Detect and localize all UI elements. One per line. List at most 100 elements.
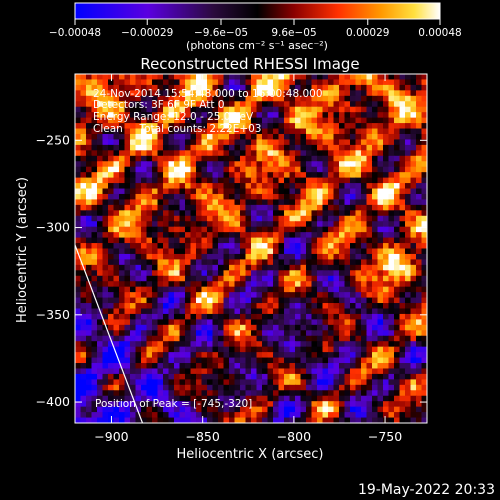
heatmap-cell [201, 384, 208, 391]
heatmap-cell [394, 412, 401, 419]
heatmap-cell [108, 303, 115, 310]
heatmap-cell [273, 363, 280, 370]
heatmap-cell [399, 401, 406, 408]
heatmap-cell [108, 384, 115, 391]
heatmap-cell [207, 84, 214, 91]
heatmap-cell [229, 253, 236, 260]
heatmap-cell [410, 412, 417, 419]
heatmap-cell [333, 166, 340, 173]
heatmap-cell [377, 319, 384, 326]
heatmap-cell [416, 253, 423, 260]
heatmap-cell [168, 90, 175, 97]
heatmap-cell [339, 324, 346, 331]
heatmap-cell [350, 275, 357, 282]
heatmap-cell [157, 286, 164, 293]
heatmap-cell [399, 303, 406, 310]
heatmap-cell [168, 264, 175, 271]
heatmap-cell [108, 308, 115, 315]
heatmap-cell [212, 379, 219, 386]
heatmap-cell [130, 79, 137, 86]
heatmap-cell [322, 401, 329, 408]
heatmap-cell [394, 117, 401, 124]
heatmap-cell [124, 264, 131, 271]
heatmap-cell [179, 183, 186, 190]
heatmap-cell [190, 210, 197, 217]
heatmap-cell [141, 79, 148, 86]
heatmap-cell [416, 144, 423, 151]
heatmap-cell [86, 106, 93, 113]
heatmap-cell [262, 352, 269, 359]
heatmap-cell [91, 112, 98, 119]
heatmap-cell [102, 357, 109, 364]
heatmap-cell [256, 286, 263, 293]
heatmap-cell [102, 199, 109, 206]
heatmap-cell [328, 139, 335, 146]
heatmap-cell [256, 95, 263, 102]
heatmap-cell [91, 150, 98, 157]
heatmap-cell [284, 352, 291, 359]
heatmap-cell [201, 373, 208, 380]
heatmap-cell [207, 95, 214, 102]
heatmap-cell [135, 275, 142, 282]
heatmap-cell [317, 101, 324, 108]
heatmap-cell [141, 101, 148, 108]
heatmap-cell [251, 368, 258, 375]
heatmap-cell [399, 95, 406, 102]
heatmap-cell [97, 112, 104, 119]
heatmap-cell [300, 286, 307, 293]
heatmap-cell [311, 232, 318, 239]
heatmap-cell [185, 133, 192, 141]
heatmap-cell [234, 204, 241, 211]
heatmap-cell [135, 286, 142, 293]
heatmap-cell [146, 101, 153, 108]
heatmap-cell [366, 133, 373, 141]
heatmap-cell [108, 319, 115, 326]
heatmap-cell [141, 139, 148, 146]
heatmap-cell [333, 188, 340, 195]
heatmap-cell [289, 128, 296, 135]
heatmap-cell [179, 286, 186, 293]
heatmap-cell [141, 352, 148, 359]
heatmap-cell [377, 275, 384, 282]
heatmap-cell [355, 166, 362, 173]
heatmap-cell [361, 319, 368, 326]
heatmap-cell [322, 417, 329, 423]
heatmap-cell [289, 177, 296, 184]
heatmap-cell [97, 215, 104, 222]
heatmap-cell [86, 248, 93, 255]
heatmap-cell [124, 363, 131, 370]
heatmap-cell [124, 401, 131, 408]
heatmap-cell [416, 177, 423, 184]
heatmap-cell [339, 313, 346, 320]
heatmap-cell [119, 193, 126, 201]
heatmap-cell [399, 117, 406, 124]
heatmap-cell [344, 166, 351, 173]
heatmap-cell [201, 395, 208, 402]
heatmap-cell [185, 243, 192, 250]
heatmap-cell [289, 324, 296, 331]
heatmap-cell [157, 237, 164, 244]
heatmap-cell [339, 330, 346, 337]
heatmap-cell [212, 117, 219, 124]
heatmap-cell [91, 352, 98, 359]
heatmap-cell [295, 155, 302, 162]
heatmap-cell [152, 79, 159, 86]
heatmap-cell [262, 133, 269, 141]
heatmap-cell [350, 226, 357, 233]
heatmap-cell [152, 313, 159, 320]
heatmap-cell [229, 297, 236, 304]
heatmap-cell [300, 79, 307, 86]
heatmap-cell [300, 193, 307, 201]
heatmap-cell [146, 330, 153, 337]
heatmap-cell [317, 123, 324, 130]
heatmap-cell [300, 379, 307, 386]
heatmap-cell [361, 237, 368, 244]
heatmap-cell [306, 390, 313, 397]
heatmap-cell [344, 390, 351, 397]
heatmap-cell [223, 221, 230, 228]
heatmap-cell [223, 264, 230, 271]
heatmap-cell [240, 144, 247, 151]
heatmap-cell [190, 74, 197, 81]
heatmap-cell [295, 106, 302, 113]
heatmap-cell [185, 226, 192, 233]
